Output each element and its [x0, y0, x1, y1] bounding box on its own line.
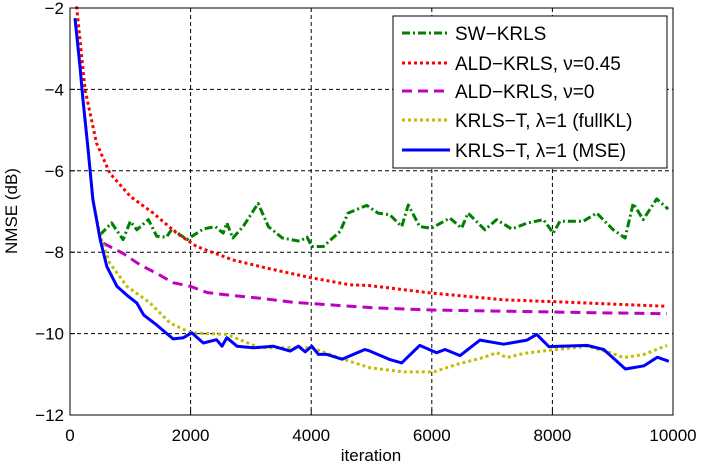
y-tick-label: −4	[45, 80, 64, 99]
y-tick-label: −2	[45, 0, 64, 18]
plot-frame	[69, 7, 674, 416]
x-tick-label: 10000	[649, 426, 696, 445]
series-line-3	[73, 18, 668, 374]
y-tick-label: −12	[35, 406, 64, 425]
axis-ticks: 0 2000 4000 6000 8000 10000 −12 −10 −8 −6 −4 −2	[35, 0, 696, 445]
y-tick-label: −10	[35, 325, 64, 344]
series-line-2	[102, 241, 668, 316]
series-line-1	[75, 6, 668, 308]
legend-label: KRLS−T, λ=1 (MSE)	[455, 141, 626, 162]
x-tick-label: 6000	[413, 426, 451, 445]
y-axis-label: NMSE (dB)	[2, 168, 21, 254]
legend-label: SW−KRLS	[455, 24, 546, 45]
legend-box	[392, 15, 668, 169]
legend-label: ALD−KRLS, ν=0	[455, 82, 594, 103]
x-tick-label: 4000	[292, 426, 330, 445]
legend: SW−KRLS ALD−KRLS, ν=0.45 ALD−KRLS, ν=0 KRLS…	[392, 15, 668, 169]
x-axis-label: iteration	[341, 446, 401, 464]
x-tick-label: 0	[65, 426, 74, 445]
x-tick-label: 2000	[172, 426, 210, 445]
y-tick-label: −6	[45, 162, 64, 181]
x-tick-label: 8000	[533, 426, 571, 445]
legend-label: KRLS−T, λ=1 (fullKL)	[455, 111, 632, 132]
series-lines	[73, 6, 670, 374]
y-tick-label: −8	[45, 243, 64, 262]
series-line-4	[73, 18, 670, 371]
legend-label: ALD−KRLS, ν=0.45	[455, 54, 621, 75]
